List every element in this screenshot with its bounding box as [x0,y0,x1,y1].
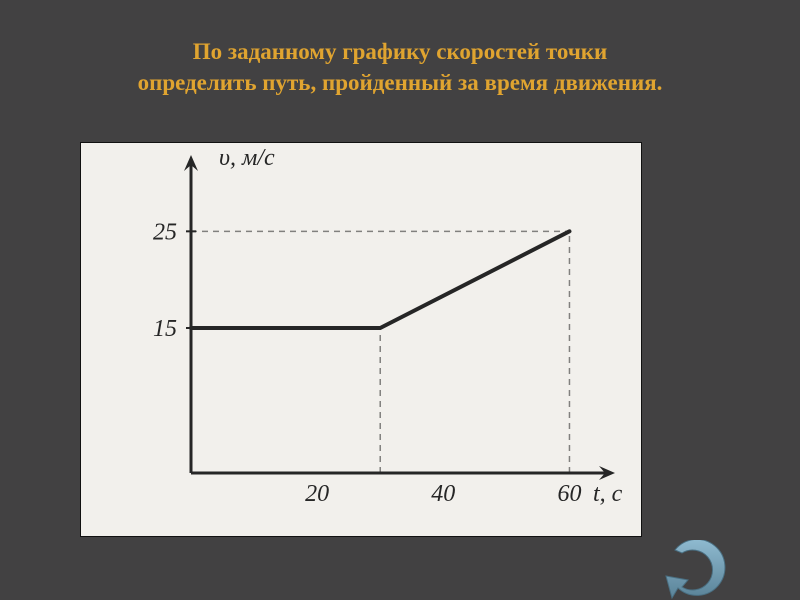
svg-text:υ, м/с: υ, м/с [219,145,275,171]
svg-text:t, с: t, с [593,481,623,507]
title-line-2: определить путь, пройденный за время дви… [138,70,663,95]
svg-text:40: 40 [431,481,455,507]
curved-arrow-icon[interactable] [660,540,730,600]
svg-text:20: 20 [305,481,329,507]
svg-text:60: 60 [557,481,581,507]
svg-text:25: 25 [153,219,177,245]
velocity-chart: 15 25 20 40 60 υ, м/с t, с [80,142,642,537]
chart-svg: 15 25 20 40 60 υ, м/с t, с [81,143,641,536]
svg-text:15: 15 [153,316,177,342]
problem-title: По заданному графику скоростей точки опр… [0,0,800,116]
title-line-1: По заданному графику скоростей точки [193,39,608,64]
